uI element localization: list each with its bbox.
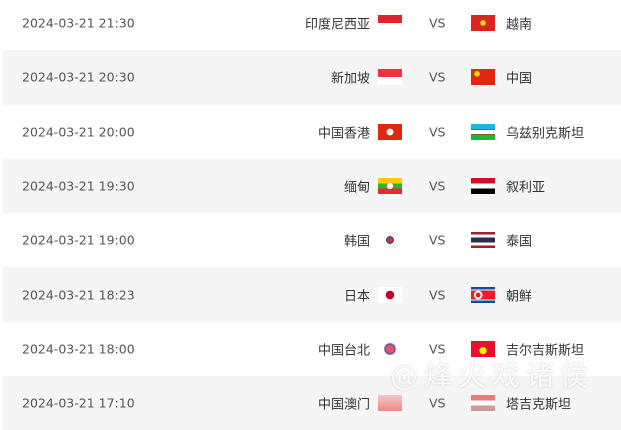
match-row[interactable]: 2024-03-21 20:30 新加坡 VS 中国 (3, 50, 621, 105)
match-time: 2024-03-21 21:30 (22, 15, 135, 31)
home-team: 中国台北 (317, 343, 370, 359)
vs-label: VS (429, 232, 446, 248)
match-time: 2024-03-21 20:30 (22, 69, 135, 85)
hong-kong-flag-icon (378, 123, 402, 140)
home-team: 新加坡 (330, 71, 370, 87)
tajikistan-flag-icon (471, 395, 495, 412)
home-team: 缅甸 (343, 180, 370, 196)
match-time: 2024-03-21 18:00 (22, 341, 135, 357)
match-time: 2024-03-21 20:00 (22, 124, 135, 140)
away-team: 塔吉克斯坦 (506, 397, 572, 413)
home-team: 中国澳门 (317, 397, 370, 413)
south-korea-flag-icon (378, 232, 402, 249)
match-time: 2024-03-21 19:30 (22, 178, 135, 194)
singapore-flag-icon (378, 69, 402, 86)
vs-label: VS (429, 69, 446, 85)
away-team: 越南 (506, 17, 533, 33)
indonesia-flag-icon (378, 15, 402, 32)
match-time: 2024-03-21 17:10 (22, 395, 135, 411)
home-team: 韩国 (343, 234, 370, 250)
match-time: 2024-03-21 18:23 (22, 287, 135, 303)
vs-label: VS (429, 341, 446, 357)
away-team: 朝鲜 (506, 289, 533, 305)
vs-label: VS (429, 15, 446, 31)
macau-flag-icon (378, 395, 402, 412)
away-team: 叙利亚 (506, 180, 546, 196)
vs-label: VS (429, 395, 446, 411)
home-team: 日本 (343, 289, 370, 305)
match-row[interactable]: 2024-03-21 17:10 中国澳门 VS 塔吉克斯坦 (3, 376, 621, 430)
uzbekistan-flag-icon (471, 123, 495, 140)
match-row[interactable]: 2024-03-21 19:00 韩国 VS 泰国 (3, 213, 621, 267)
vs-label: VS (429, 287, 446, 303)
match-row[interactable]: 2024-03-21 20:00 中国香港 VS 乌兹别克斯坦 (3, 105, 621, 159)
match-row[interactable]: 2024-03-21 18:23 日本 VS 朝鲜 (3, 267, 621, 322)
match-row[interactable]: 2024-03-21 19:30 缅甸 VS 叙利亚 (3, 158, 621, 214)
vietnam-flag-icon (471, 15, 495, 32)
away-team: 吉尔吉斯斯坦 (506, 343, 585, 359)
away-team: 泰国 (506, 234, 533, 250)
north-korea-flag-icon (471, 286, 495, 303)
china-flag-icon (471, 69, 495, 86)
myanmar-flag-icon (378, 178, 402, 195)
chinese-taipei-flag-icon (378, 340, 402, 357)
vs-label: VS (429, 124, 446, 140)
kyrgyzstan-flag-icon (471, 340, 495, 357)
match-time: 2024-03-21 19:00 (22, 232, 135, 248)
match-row[interactable]: 2024-03-21 21:30 印度尼西亚 VS 越南 (3, 0, 621, 50)
match-row[interactable]: 2024-03-21 18:00 中国台北 VS 吉尔吉斯斯坦 (3, 322, 621, 376)
syria-flag-icon (471, 178, 495, 195)
japan-flag-icon (378, 286, 402, 303)
thailand-flag-icon (471, 232, 495, 249)
home-team: 中国香港 (317, 126, 370, 142)
home-team: 印度尼西亚 (304, 17, 370, 33)
away-team: 中国 (506, 71, 533, 87)
away-team: 乌兹别克斯坦 (506, 126, 585, 142)
vs-label: VS (429, 178, 446, 194)
